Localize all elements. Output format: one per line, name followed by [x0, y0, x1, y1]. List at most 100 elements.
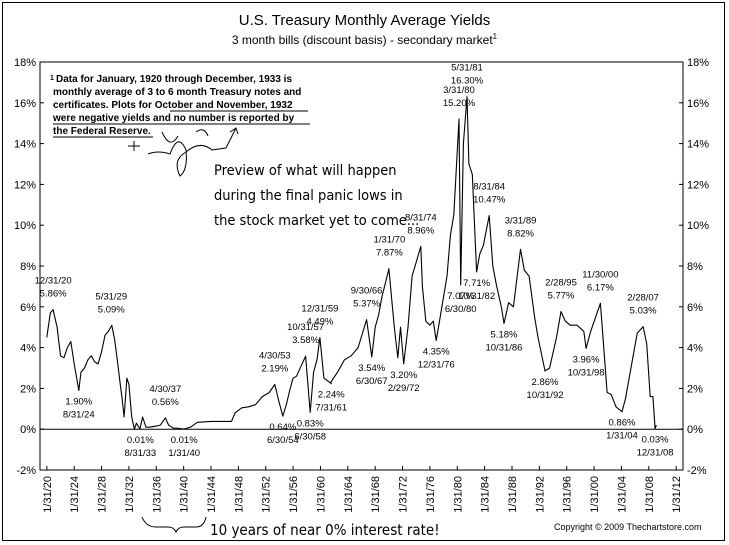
annotation-value: 5.77%	[548, 290, 575, 301]
annotation-date: 3/31/80	[443, 85, 475, 96]
x-tick-label: 1/31/92	[534, 476, 546, 513]
annotation-date: 10/31/86	[485, 343, 522, 354]
y-tick-label-right: 18%	[687, 57, 709, 69]
annotation-value: 4.49%	[306, 317, 333, 328]
annotation-date: 2/28/07	[627, 293, 659, 304]
annotation-date: 6/30/58	[294, 431, 326, 442]
y-tick-label-left: 8%	[20, 261, 36, 273]
annotation-value: 6.17%	[587, 282, 614, 293]
annotation-date: 3/31/89	[505, 215, 537, 226]
annotation-date: 10/31/57	[287, 322, 324, 333]
y-tick-label-right: 6%	[687, 302, 703, 314]
annotation-value: 8.96%	[407, 225, 434, 236]
copyright-text: Copyright © 2009 Thechartstore.com	[554, 522, 702, 532]
annotation-date: 10/31/82	[458, 291, 495, 302]
x-tick-label: 1/31/56	[288, 476, 300, 513]
x-tick-label: 1/31/28	[97, 476, 109, 513]
annotation-date: 6/30/67	[356, 376, 388, 387]
annotation-value: 0.01%	[171, 435, 198, 446]
annotation-date: 1/31/70	[374, 235, 406, 246]
x-tick-label: 1/31/48	[233, 476, 245, 513]
x-tick-label: 1/31/96	[562, 476, 574, 513]
footnote-mark: 1	[50, 75, 54, 82]
annotation-value: 8.82%	[507, 228, 534, 239]
footnote-line-3: certificates. Plots for October and Nove…	[53, 100, 293, 111]
preview-line-3: the stock market yet to come...	[214, 213, 419, 229]
annotation-date: 5/31/29	[95, 291, 127, 302]
annotation-date: 8/31/84	[473, 182, 505, 193]
annotation-date: 7/31/61	[315, 403, 347, 414]
y-tick-label-left: 6%	[20, 302, 36, 314]
annotation-value: 5.03%	[630, 306, 657, 317]
x-tick-label: 1/31/32	[124, 476, 136, 513]
annotation-value: 0.01%	[127, 435, 154, 446]
footnote: 1 Data for January, 1920 through Decembe…	[50, 74, 310, 138]
x-tick-label: 1/31/84	[480, 476, 492, 513]
annotation-value: 7.87%	[376, 248, 403, 259]
x-tick-label: 1/31/40	[179, 476, 191, 513]
y-tick-label-right: 16%	[687, 98, 709, 110]
x-tick-label: 1/31/04	[616, 476, 628, 513]
x-tick-label: 1/31/36	[151, 476, 163, 513]
x-tick-label: 1/31/20	[42, 476, 54, 513]
bottom-brace	[141, 516, 207, 534]
doodle-arrow	[225, 127, 239, 149]
annotation-value: 0.83%	[297, 418, 324, 429]
annotation-value: 2.86%	[532, 377, 559, 388]
y-tick-label-left: 4%	[20, 343, 36, 355]
handwritten-doodle	[128, 127, 239, 177]
annotation-date: 8/31/74	[405, 212, 437, 223]
annotation-value: 0.03%	[642, 435, 669, 446]
footnote-line-1: Data for January, 1920 through December,…	[56, 74, 292, 85]
yield-series-line	[46, 96, 657, 430]
y-tick-label-left: 0%	[20, 424, 36, 436]
annotation-date: 10/31/92	[527, 390, 564, 401]
preview-line-2: during the final panic lows in	[214, 188, 403, 204]
y-tick-label-left: 12%	[14, 179, 36, 191]
y-tick-label-right: -2%	[687, 465, 707, 477]
annotation-date: 1/31/40	[168, 448, 200, 459]
doodle-cross-mark	[128, 141, 140, 151]
subtitle-footnote-mark: 1	[492, 32, 498, 41]
annotation-date: 1/31/04	[606, 431, 638, 442]
x-tick-label: 1/31/60	[315, 476, 327, 513]
y-tick-label-left: 16%	[14, 98, 36, 110]
preview-line-1: Preview of what will happen	[214, 163, 397, 179]
x-tick-label: 1/31/80	[452, 476, 464, 513]
y-tick-label-right: 4%	[687, 343, 703, 355]
y-tick-label-right: 12%	[687, 179, 709, 191]
handwritten-preview-note: Preview of what will happen during the f…	[214, 163, 419, 229]
y-tick-labels: -2% -2%0% 0%2% 2%4% 4%6% 6%8% 8%10% 10%12% 12%14…	[14, 57, 709, 477]
x-tick-label: 1/31/76	[425, 476, 437, 513]
annotation-date: 12/31/76	[418, 359, 455, 370]
annotation-date: 12/31/20	[35, 276, 72, 287]
annotation-date: 5/31/81	[451, 63, 483, 74]
chart-subtitle: 3 month bills (discount basis) - seconda…	[0, 32, 729, 47]
annotation-value: 3.96%	[573, 354, 600, 365]
x-tick-label: 1/31/00	[589, 476, 601, 513]
x-tick-label: 1/31/64	[343, 476, 355, 513]
annotation-date: 12/31/59	[301, 304, 338, 315]
annotation-labels: 12/31/20 5.86% 1.90% 8/31/24 5/31/29 5.09% 0.0…	[35, 63, 674, 459]
annotation-date: 2/29/72	[388, 383, 420, 394]
chart-title: U.S. Treasury Monthly Average Yields	[238, 12, 491, 29]
x-tick-label: 1/31/12	[671, 476, 683, 513]
annotation-date: 4/30/53	[259, 351, 291, 362]
annotation-value: 2.24%	[318, 390, 345, 401]
x-tick-label: 1/31/88	[507, 476, 519, 513]
y-tick-label-right: 10%	[687, 220, 709, 232]
x-tick-label: 1/31/72	[398, 476, 410, 513]
annotation-value: 4.35%	[423, 346, 450, 357]
x-tick-label: 1/31/24	[69, 476, 81, 513]
doodle-scribble	[147, 141, 227, 177]
annotation-date: 4/30/37	[150, 384, 182, 395]
annotation-value: 16.30%	[451, 76, 484, 87]
x-tick-label: 1/31/68	[370, 476, 382, 513]
annotation-value: 10.47%	[473, 195, 506, 206]
x-tick-label: 1/31/44	[206, 476, 218, 513]
y-tick-label-left: 14%	[14, 139, 36, 151]
annotation-date: 11/30/00	[582, 269, 618, 280]
footnote-line-4: were negative yields and no number is re…	[52, 113, 295, 124]
